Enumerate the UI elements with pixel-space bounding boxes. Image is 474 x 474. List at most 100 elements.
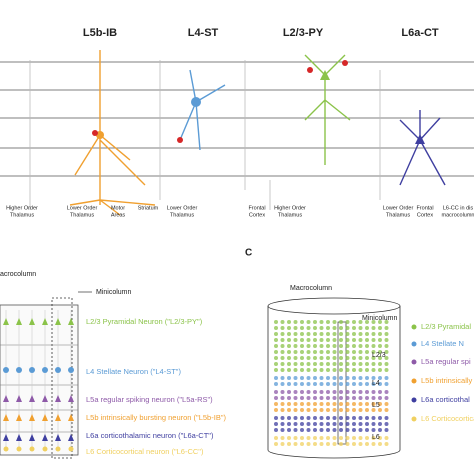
layer-label: L2/3 (372, 352, 386, 359)
cell (293, 326, 298, 330)
cell (300, 350, 304, 354)
cell (319, 332, 324, 336)
cell (280, 416, 285, 420)
cell (332, 362, 337, 366)
target-label: Frontal (248, 205, 265, 211)
cell (313, 332, 317, 336)
cell (345, 332, 350, 336)
target-label: Frontal (416, 205, 433, 211)
cell (319, 382, 324, 386)
cell (345, 368, 350, 372)
cell (300, 344, 304, 348)
cell (274, 356, 278, 360)
cell (365, 436, 369, 440)
cell (358, 436, 363, 440)
cell (319, 402, 324, 406)
cell (313, 362, 317, 366)
cell (313, 350, 317, 354)
cell (384, 320, 389, 324)
cell (313, 326, 317, 330)
cell (313, 382, 317, 386)
cell (384, 428, 389, 432)
cell (16, 414, 22, 421)
cell (293, 356, 298, 360)
cell (332, 326, 337, 330)
cell (42, 414, 48, 421)
cell (287, 422, 291, 426)
cell (326, 382, 330, 386)
target-label: Thalamus (278, 212, 302, 218)
cell (326, 356, 330, 360)
cell (332, 332, 337, 336)
cell (274, 390, 278, 394)
cell (345, 326, 350, 330)
cell (274, 442, 278, 446)
cell (352, 422, 356, 426)
cell (300, 362, 304, 366)
l4-neuron (179, 69, 226, 151)
cell (332, 356, 337, 360)
cell (378, 396, 382, 400)
cell (332, 376, 337, 380)
cell (332, 408, 337, 412)
cell (378, 408, 382, 412)
cell (274, 396, 278, 400)
neurons (29, 50, 446, 216)
cell (358, 442, 363, 446)
panel-letter: C (245, 248, 252, 259)
cell (384, 422, 389, 426)
legend-label: L2/3 Pyramidal (421, 322, 471, 331)
cell (55, 395, 61, 402)
cell (287, 436, 291, 440)
cell (16, 367, 22, 373)
cell (371, 382, 376, 386)
cell (345, 356, 350, 360)
cell (306, 436, 311, 440)
cell (287, 428, 291, 432)
cell (384, 408, 389, 412)
cell (287, 320, 291, 324)
cell (313, 320, 317, 324)
cell (293, 416, 298, 420)
cell (371, 332, 376, 336)
cell (300, 390, 304, 394)
cell (384, 376, 389, 380)
cell (339, 402, 343, 406)
cell (326, 442, 330, 446)
cell (319, 320, 324, 324)
cell (306, 368, 311, 372)
cell (287, 326, 291, 330)
axon (29, 60, 381, 210)
cell (274, 344, 278, 348)
cell (287, 356, 291, 360)
cell (326, 362, 330, 366)
cell (352, 436, 356, 440)
cell (29, 414, 35, 421)
cell (365, 356, 369, 360)
cell (313, 344, 317, 348)
legend-label: L6 Corticocortical (421, 414, 474, 423)
cell (332, 382, 337, 386)
cell (313, 428, 317, 432)
cell (306, 332, 311, 336)
cell (358, 362, 363, 366)
synapse (177, 137, 183, 143)
minicolumn-label: Minicolumn (362, 315, 398, 322)
cell (319, 344, 324, 348)
cell (332, 416, 337, 420)
cell (332, 428, 337, 432)
cell (365, 416, 369, 420)
legend: L2/3 Pyramidal L4 Stellate N L5a regular s… (411, 322, 474, 423)
legend-label: L6a corticothal (421, 395, 470, 404)
cell (280, 396, 285, 400)
target-label: Thalamus (170, 212, 194, 218)
cell (371, 338, 376, 342)
cell (371, 408, 376, 412)
cell (274, 408, 278, 412)
cell (339, 368, 343, 372)
cell (358, 402, 363, 406)
cell (358, 396, 363, 400)
cell (3, 434, 9, 441)
cell (280, 368, 285, 372)
